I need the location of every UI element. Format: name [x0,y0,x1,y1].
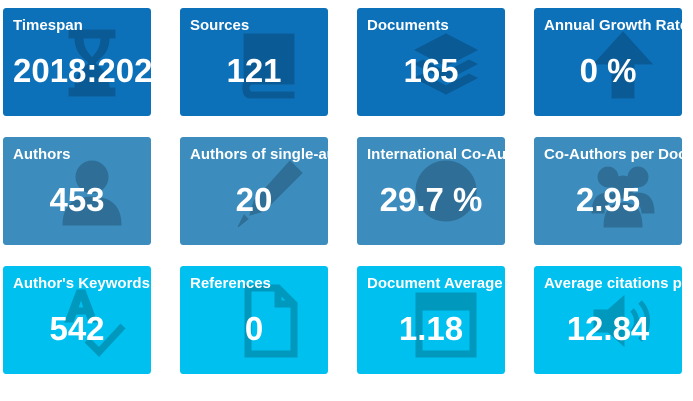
tile-label: References [190,275,271,292]
tile-label: Author's Keywords (DE) [13,275,151,292]
tile-label: Authors of single-authored docs [190,146,328,163]
file-icon [234,282,304,360]
tile-value: 12.84 [566,310,650,347]
hourglass-icon [57,24,127,102]
tile-value: 20 [235,181,273,218]
tile-sources: Sources 121 [180,8,328,116]
globe-icon [411,153,481,231]
calendar-icon [411,282,481,360]
tile-value: 165 [403,52,459,89]
tile-value: 2018:2022 [13,52,151,89]
book-icon [234,24,304,102]
tile-international-coauthorship: International Co-Authorship 29.7 % [357,137,505,245]
spellcheck-icon [57,282,127,360]
tile-label: Authors [13,146,71,163]
tile-value: 453 [49,181,105,218]
layers-icon [411,24,481,102]
tile-authors: Authors 453 [3,137,151,245]
tile-value: 0 % [579,52,637,89]
tile-value: 29.7 % [379,181,483,218]
tile-label: Sources [190,17,250,34]
tile-label: Co-Authors per Doc [544,146,682,163]
tile-references: References 0 [180,266,328,374]
tile-label: Average citations per doc [544,275,682,292]
tile-authors-single: Authors of single-authored docs 20 [180,137,328,245]
user-icon [57,153,127,231]
tile-value: 2.95 [575,181,641,218]
tile-authors-keywords: Author's Keywords (DE) 542 [3,266,151,374]
pen-icon [234,153,304,231]
tile-value: 542 [49,310,105,347]
tile-label: Documents [367,17,449,34]
tile-annual-growth-rate: Annual Growth Rate 0 % [534,8,682,116]
tile-coauthors-per-doc: Co-Authors per Doc 2.95 [534,137,682,245]
tile-value: 1.18 [398,310,464,347]
tile-document-average-age: Document Average Age 1.18 [357,266,505,374]
tile-label: Timespan [13,17,83,34]
users-icon [588,153,658,231]
arrow-up-icon [588,24,658,102]
tile-value: 0 [244,310,264,347]
tile-value: 121 [226,52,282,89]
tile-timespan: Timespan 2018:2022 [3,8,151,116]
tile-documents: Documents 165 [357,8,505,116]
volume-icon [588,282,658,360]
tile-label: Annual Growth Rate [544,17,682,34]
tile-label: International Co-Authorship [367,146,505,163]
tile-average-citations: Average citations per doc 12.84 [534,266,682,374]
tile-label: Document Average Age [367,275,505,292]
